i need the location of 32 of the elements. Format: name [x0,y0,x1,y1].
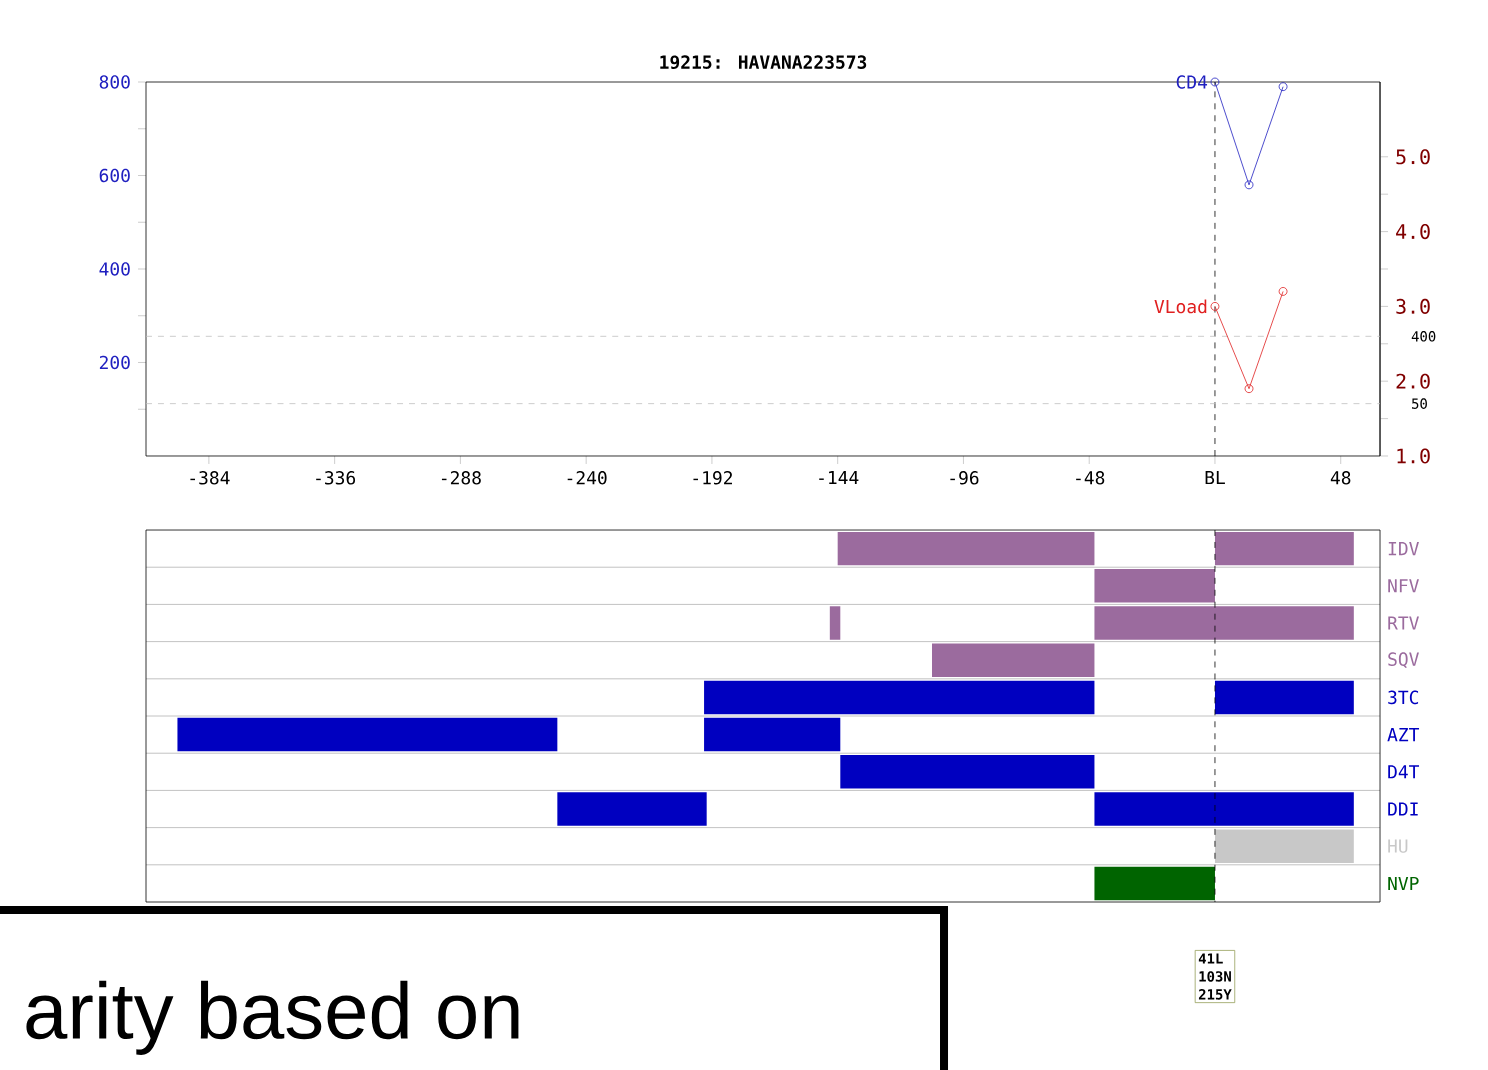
y-tick-label: RTV [1388,616,1419,630]
y2-tick-label: 1.0 [1397,448,1430,464]
y-tick-label: IDV [1388,542,1419,556]
x-tick-label: 48 [1330,471,1351,485]
x-tick-label: -96 [950,471,979,485]
x-tick-label: -48 [1076,471,1105,485]
y-tick-label: DDI [1388,802,1418,816]
x-tick-label: BL [1205,471,1225,485]
y-tick-label: 800 [99,75,130,89]
x-tick-label: -144 [819,471,859,485]
y-tick-label: NFV [1388,579,1419,593]
x-tick-label: -192 [693,471,732,485]
x-tick-label: -336 [316,471,356,485]
x-tick-label: -240 [567,471,607,485]
y-tick-label: D4T [1388,765,1420,779]
y-tick-label: 600 [99,168,130,183]
y2-tick-label: 4.0 [1396,224,1430,240]
y-tick-label: AZT [1387,728,1420,742]
y-tick-label: NVP [1388,876,1419,890]
y-tick-label: 400 [99,262,130,276]
y-tick-label: SQV [1388,652,1419,669]
chart-title: 19215: HAVANA223573 [660,55,867,70]
y2-tick-label: 5.0 [1396,149,1430,165]
series-label: CD4 [1176,75,1208,89]
x-tick-label: -288 [441,471,481,485]
y2-tick-label: 2.0 [1396,373,1430,389]
series-label: VLoad [1154,299,1207,314]
y2-tick-label: 3.0 [1396,298,1430,314]
x-tick-label: -384 [190,471,230,485]
y-tick-label: 200 [99,355,130,370]
y-tick-label: 3TC [1388,690,1419,705]
text: arity based on [26,980,519,1055]
